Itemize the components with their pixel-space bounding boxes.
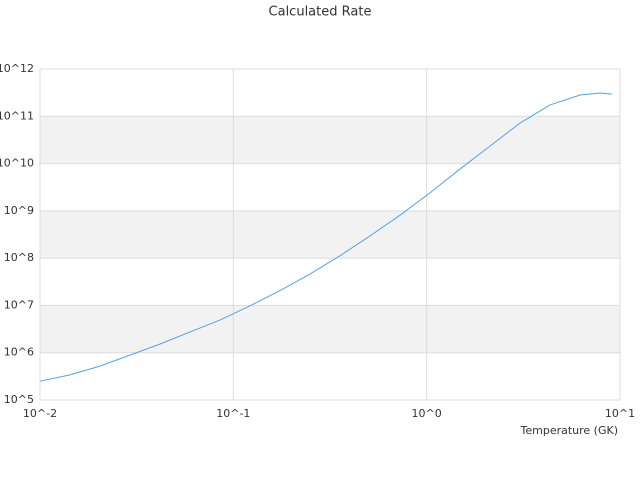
grid-band (40, 305, 620, 353)
grid-band (40, 210, 620, 259)
y-tick-label: 10^7 (4, 298, 34, 311)
chart-title: Calculated Rate (269, 5, 372, 20)
y-tick-label: 10^8 (4, 251, 34, 264)
y-tick-label: 10^12 (0, 62, 34, 75)
y-tick-label: 10^6 (4, 346, 34, 359)
x-tick-label: 10^-1 (216, 407, 250, 420)
grid-band (40, 116, 620, 164)
y-tick-label: 10^11 (0, 109, 34, 122)
x-tick-label: 10^1 (605, 407, 635, 420)
y-tick-label: 10^5 (4, 393, 34, 406)
y-tick-label: 10^10 (0, 157, 34, 170)
x-tick-label: 10^-2 (23, 407, 57, 420)
x-tick-label: 10^0 (412, 407, 442, 420)
line (39, 92, 613, 382)
y-tick-label: 10^9 (4, 204, 34, 217)
x-axis-label: Temperature (GK) (520, 424, 619, 437)
